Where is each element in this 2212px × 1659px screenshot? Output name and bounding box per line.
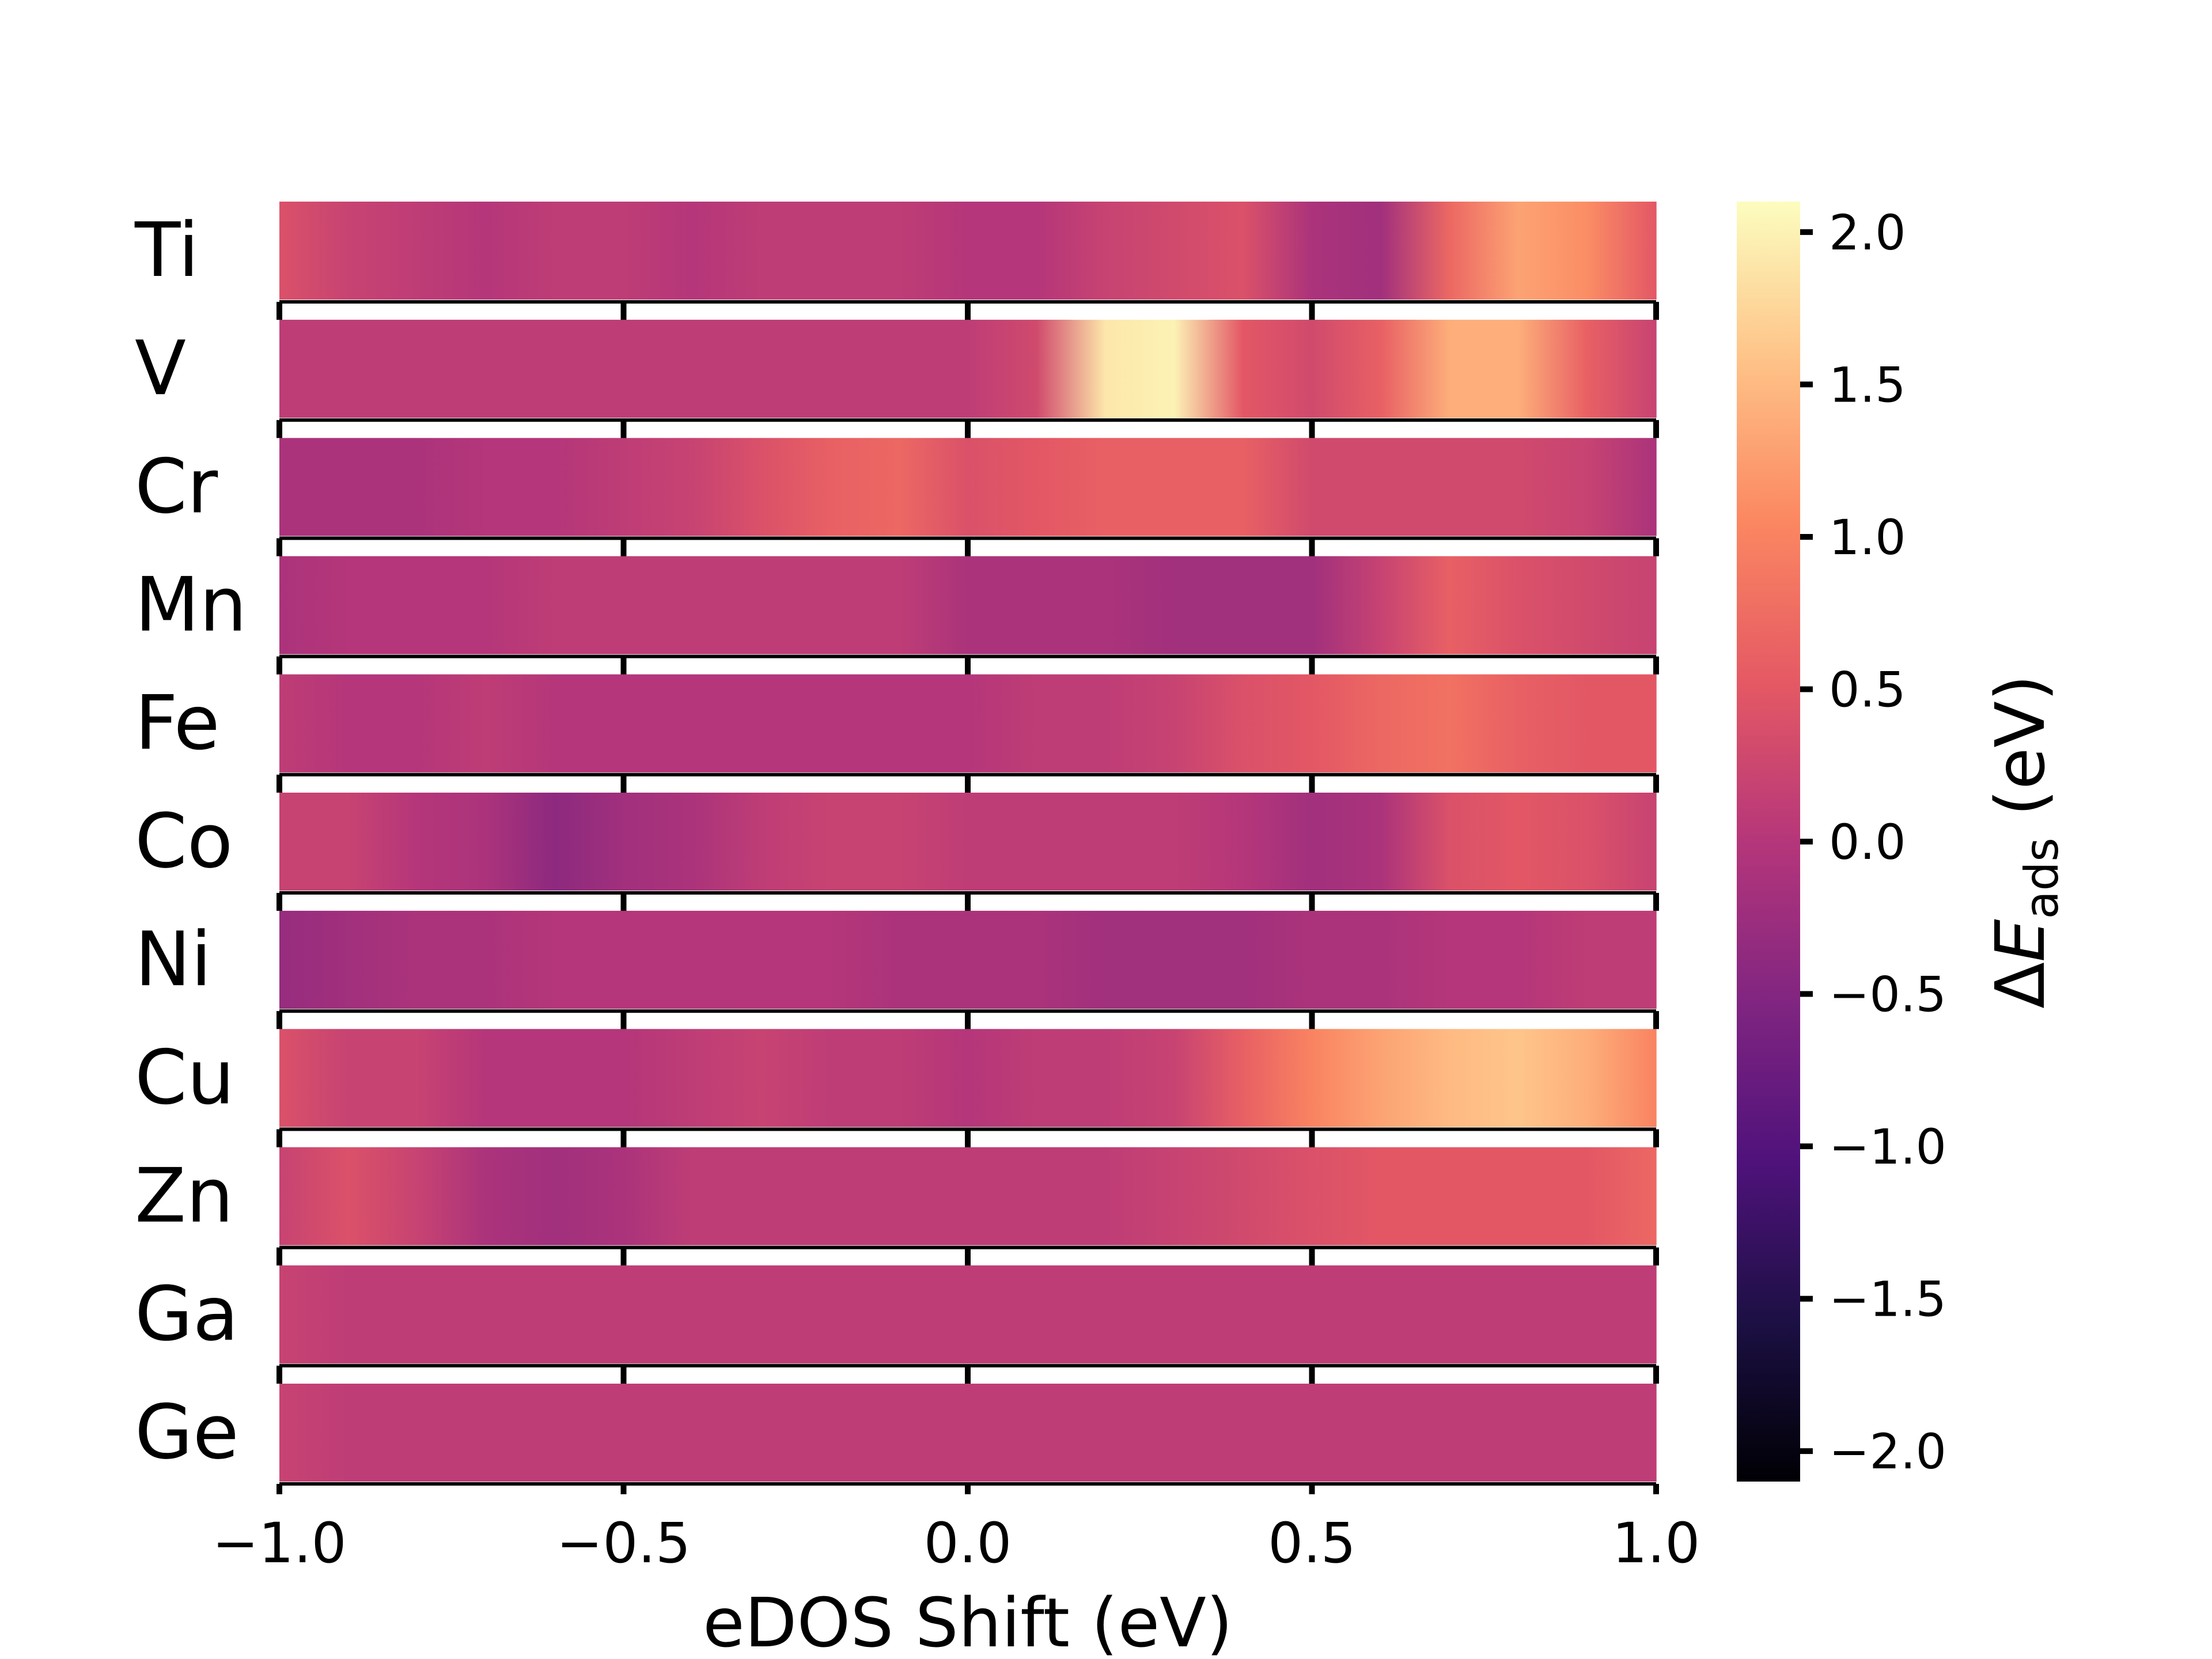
colorbar-tick-label: 1.5: [1829, 357, 1906, 413]
heatmap-row-band: [279, 674, 1656, 772]
row-labels: Ti V Cr Mn Fe Co Ni Cu Zn Ga Ge: [134, 206, 247, 1476]
row-label: Co: [135, 797, 233, 885]
row-label: Ga: [135, 1270, 238, 1358]
row-label: Zn: [135, 1152, 233, 1240]
heatmap-row-ni: [276, 900, 1659, 1022]
colorbar-tick-label: 0.5: [1829, 662, 1906, 718]
colorbar-ticks: −2.0 −1.5 −1.0 −0.5 0.0 0.5 1.0 1.5 2.0: [1800, 204, 1946, 1480]
heatmap-row-band: [279, 556, 1656, 654]
colorbar-tick-label: −1.0: [1829, 1119, 1946, 1175]
x-tick-label: 0.5: [1268, 1511, 1356, 1575]
row-label: Ti: [134, 206, 199, 294]
x-tick-label: −1.0: [212, 1511, 346, 1575]
heatmap-row-ge: [276, 1373, 1659, 1494]
colorbar-tick-label: −2.0: [1829, 1423, 1946, 1480]
x-tick-label: −0.5: [556, 1511, 691, 1575]
heatmap-row-fe: [276, 664, 1659, 785]
colorbar-label: ΔEads (eV): [1980, 675, 2069, 1009]
heatmap-row-mn: [276, 546, 1659, 667]
row-label: Fe: [135, 679, 220, 767]
colorbar-tick-label: 0.0: [1829, 814, 1906, 870]
x-tick-label: 0.0: [924, 1511, 1012, 1575]
heatmap-row-band: [279, 1147, 1656, 1245]
x-tick-label: 1.0: [1612, 1511, 1700, 1575]
heatmap-row-co: [276, 782, 1659, 903]
colorbar-tick-label: 1.0: [1829, 509, 1906, 566]
heatmap-row-cr: [276, 427, 1659, 549]
heatmap-row-cu: [276, 1018, 1659, 1140]
heatmap-row-band: [279, 320, 1656, 418]
heatmap-rows: [276, 202, 1659, 1494]
heatmap-row-ga: [276, 1255, 1659, 1376]
colorbar-tick-label: −0.5: [1829, 967, 1946, 1023]
heatmap-row-band: [279, 438, 1656, 536]
colorbar: −2.0 −1.5 −1.0 −0.5 0.0 0.5 1.0 1.5 2.0 ΔEads (e…: [1737, 202, 2069, 1482]
colorbar-label-symbol: E: [1980, 919, 2060, 962]
colorbar-tick-label: −1.5: [1829, 1271, 1946, 1328]
heatmap-row-ti: [276, 202, 1659, 312]
row-label: Mn: [135, 561, 247, 649]
colorbar-gradient: [1737, 202, 1800, 1482]
heatmap-row-band: [279, 1384, 1656, 1482]
row-label: Cu: [135, 1033, 234, 1121]
colorbar-label-prefix: Δ: [1980, 962, 2060, 1009]
colorbar-tick-label: 2.0: [1829, 204, 1906, 261]
heatmap-row-band: [279, 793, 1656, 891]
row-label: Cr: [135, 442, 218, 530]
heatmap-row-band: [279, 1265, 1656, 1363]
heatmap-row-band: [279, 202, 1656, 300]
x-axis-label: eDOS Shift (eV): [703, 1583, 1233, 1659]
colorbar-label-subscript: ads: [2015, 838, 2069, 919]
colorbar-label-unit: (eV): [1980, 675, 2060, 838]
heatmap-row-band: [279, 1029, 1656, 1127]
heatmap-row-v: [276, 309, 1659, 431]
row-label: Ni: [135, 915, 211, 1003]
heatmap-row-band: [279, 911, 1656, 1009]
row-label: V: [135, 324, 186, 412]
x-axis: −1.0 −0.5 0.0 0.5 1.0: [212, 1511, 1700, 1575]
row-label: Ge: [135, 1388, 239, 1476]
heatmap-row-zn: [276, 1137, 1659, 1258]
